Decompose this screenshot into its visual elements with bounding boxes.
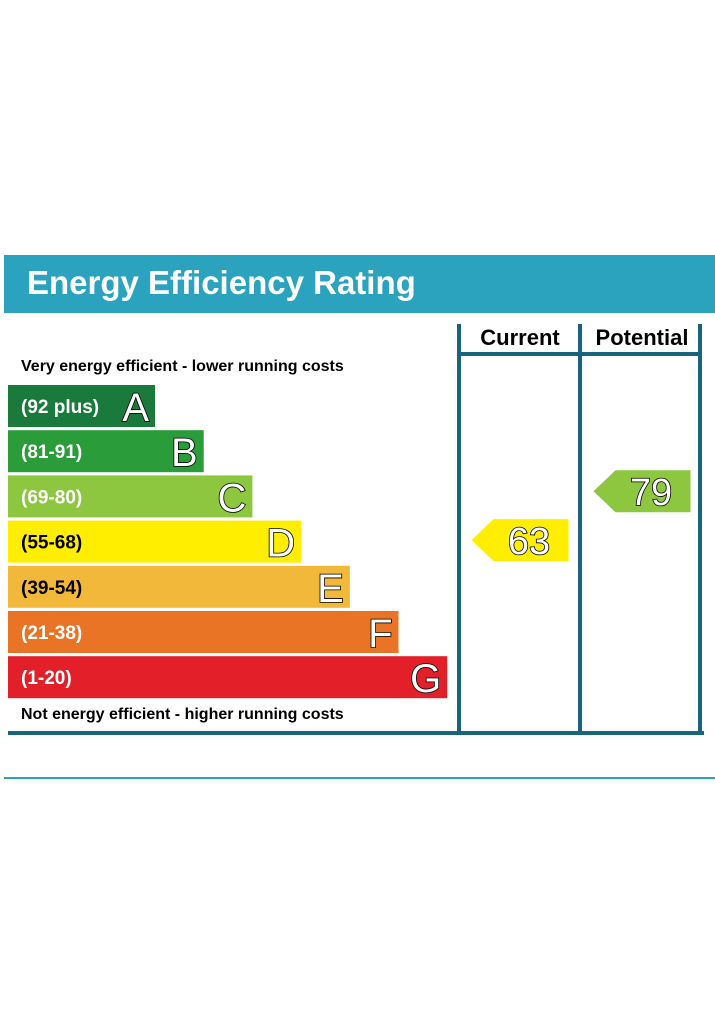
band-range-g: (1-20) xyxy=(21,668,72,689)
band-range-e: (39-54) xyxy=(21,578,82,599)
band-a: (92 plus) A xyxy=(8,385,155,431)
band-bar-b xyxy=(8,430,204,473)
current-rating-arrow xyxy=(471,519,569,562)
band-bar-g xyxy=(8,656,448,699)
band-range-c: (69-80) xyxy=(21,487,82,508)
band-range-f: (21-38) xyxy=(21,623,82,644)
band-letter-d: D xyxy=(266,522,295,566)
current-rating: 63 xyxy=(471,519,569,564)
band-letter-b: B xyxy=(171,431,198,475)
band-range-b: (81-91) xyxy=(21,442,82,463)
potential-rating-arrow xyxy=(593,470,691,513)
column-header-current: Current xyxy=(480,325,560,350)
bands-group: (92 plus) A(81-91) B(69-80) C(55-68) D(39-54… xyxy=(8,385,448,702)
potential-rating-value: 79 xyxy=(630,472,672,514)
title-banner xyxy=(4,255,715,313)
potential-rating: 79 xyxy=(593,470,691,515)
band-d: (55-68) D xyxy=(8,520,302,566)
rating-arrows-group: 63 79 xyxy=(471,470,691,564)
current-rating-value: 63 xyxy=(508,521,550,563)
band-bar-e xyxy=(8,565,350,608)
band-letter-f: F xyxy=(368,612,392,656)
band-letter-a: A xyxy=(122,386,149,430)
top-caption: Very energy efficient - lower running co… xyxy=(21,358,344,375)
band-letter-g: G xyxy=(410,657,441,701)
band-range-a: (92 plus) xyxy=(21,397,99,418)
band-b: (81-91) B xyxy=(8,430,204,476)
bottom-caption: Not energy efficient - higher running co… xyxy=(21,706,344,723)
band-bar-a xyxy=(8,385,155,427)
column-header-potential: Potential xyxy=(596,325,689,350)
band-g: (1-20) G xyxy=(8,656,448,702)
band-bar-c xyxy=(8,475,253,518)
band-c: (69-80) C xyxy=(8,475,253,521)
band-letter-e: E xyxy=(317,567,344,611)
band-e: (39-54) E xyxy=(8,565,350,612)
band-range-d: (55-68) xyxy=(21,533,82,554)
frame xyxy=(8,324,704,735)
band-letter-c: C xyxy=(218,476,247,520)
chart-title: Energy Efficiency Rating xyxy=(27,264,416,301)
band-bar-f xyxy=(8,611,399,653)
band-f: (21-38) F xyxy=(8,611,399,657)
band-bar-d xyxy=(8,520,302,563)
